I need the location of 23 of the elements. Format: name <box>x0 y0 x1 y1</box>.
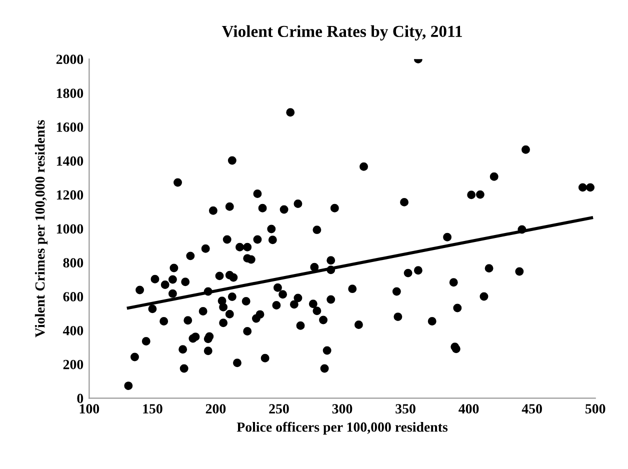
x-tick-label: 100 <box>80 404 100 414</box>
y-tick-label: 1600 <box>56 122 84 132</box>
x-tick-label: 400 <box>458 404 479 414</box>
y-tick-label: 800 <box>63 258 84 268</box>
x-axis-title: Police officers per 100,000 residents <box>236 422 448 435</box>
x-tick-label: 350 <box>396 404 416 414</box>
x-tick-label: 300 <box>332 404 352 414</box>
y-tick-label: 400 <box>62 326 84 336</box>
y-tick-label: 600 <box>63 292 84 302</box>
x-tick-label: 450 <box>522 404 542 414</box>
y-tick-label: 1200 <box>56 190 84 200</box>
y-tick-label: 0 <box>77 394 84 404</box>
y-tick-label: 1000 <box>56 224 84 234</box>
y-axis-title: Violent Crimes per 100,000 residents <box>34 120 48 338</box>
x-tick-label: 200 <box>206 404 226 414</box>
x-tick-label: 150 <box>143 404 162 414</box>
x-tick-label: 250 <box>269 404 289 414</box>
y-tick-label: 1400 <box>56 156 84 166</box>
y-tick-label: 200 <box>63 360 84 370</box>
chart-title: Violent Crime Rates by City, 2011 <box>222 25 462 40</box>
y-tick-label: 1800 <box>56 88 84 98</box>
y-tick-label: 2000 <box>56 54 84 64</box>
x-tick-label: 500 <box>585 404 606 414</box>
